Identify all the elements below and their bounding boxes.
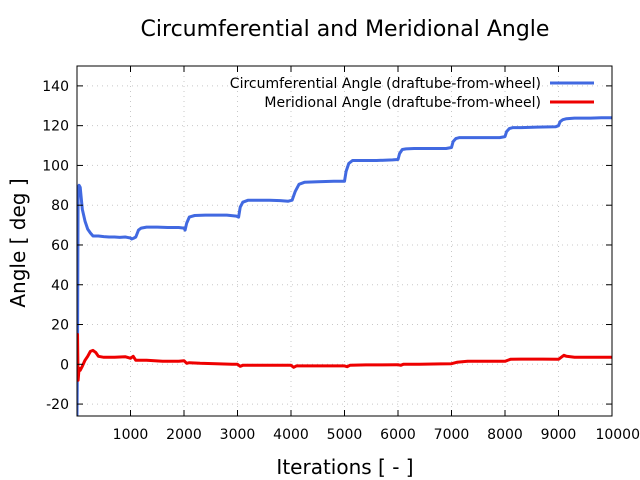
legend-label: Meridional Angle (draftube-from-wheel) [264,95,541,111]
chart-title: Circumferential and Meridional Angle [141,17,550,42]
y-tick-label: 40 [51,278,69,294]
x-tick-label: 1000 [113,427,149,443]
x-tick-label: 8000 [487,427,523,443]
y-tick-label: 80 [51,198,69,214]
grid [77,66,613,416]
y-axis-label: Angle [ deg ] [6,178,30,307]
y-tick-label: 20 [51,318,69,334]
series-layer [77,116,612,416]
x-tick-label: 7000 [434,427,470,443]
x-tick-label: 5000 [327,427,363,443]
y-tick-label: 100 [42,158,69,174]
x-tick-label: 6000 [380,427,416,443]
x-tick-label: 4000 [273,427,309,443]
x-axis-label: Iterations [ - ] [276,455,413,479]
y-tick-label: 120 [42,119,69,135]
axis-ticks: -20 0 20 40 60 80 100 120 140 1000 2000 3000 4000 500… [42,66,640,443]
legend: Circumferential Angle (draftube-from-whe… [230,76,594,111]
series-line-meridional-angle [77,333,612,382]
x-tick-label: 2000 [166,427,202,443]
y-tick-label: -20 [46,397,69,413]
series-line-circumferential-angle [77,116,612,416]
y-tick-label: 0 [60,357,69,373]
x-tick-label: 10000 [595,427,640,443]
x-tick-label: 3000 [220,427,256,443]
x-tick-label: 9000 [541,427,577,443]
y-tick-label: 140 [42,79,69,95]
y-tick-label: 60 [51,238,69,254]
legend-label: Circumferential Angle (draftube-from-whe… [230,76,541,92]
